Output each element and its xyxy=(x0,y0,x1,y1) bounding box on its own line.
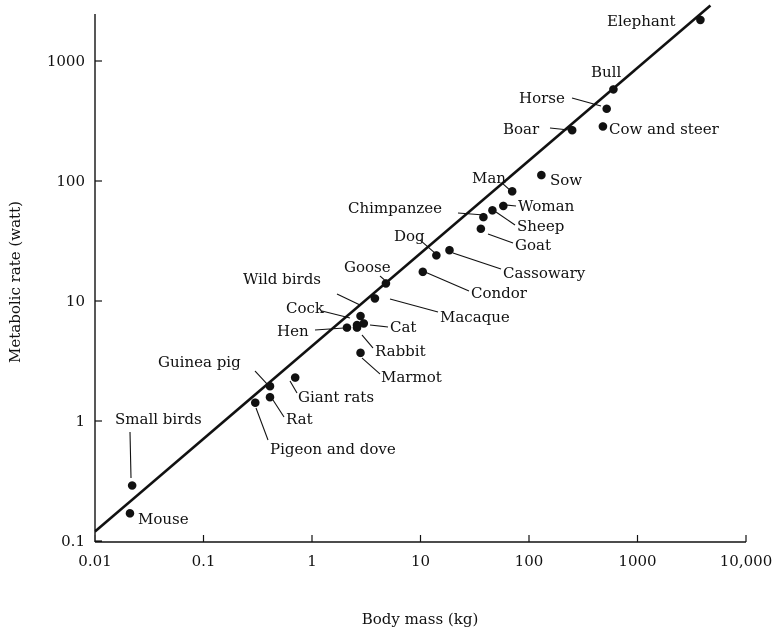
tick-marks xyxy=(94,60,747,542)
data-points xyxy=(125,15,705,518)
data-point xyxy=(125,509,135,518)
leader-line xyxy=(314,327,345,331)
data-point xyxy=(356,348,365,358)
x-tick-label: 100 xyxy=(515,552,544,570)
x-axis-title: Body mass (kg) xyxy=(362,610,479,628)
leader-line xyxy=(321,310,351,319)
leader-line xyxy=(369,324,389,328)
y-axis-title: Metabolic rate (watt) xyxy=(6,201,24,363)
data-point xyxy=(381,279,391,288)
y-tick-label: 1000 xyxy=(47,52,85,70)
y-tick-label: 100 xyxy=(56,172,85,190)
point-label: Goose xyxy=(344,258,391,276)
point-label: Mouse xyxy=(138,510,189,528)
leader-line xyxy=(361,334,374,349)
point-label: Hen xyxy=(277,322,309,340)
data-point xyxy=(445,245,454,255)
x-tick-label: 10,000 xyxy=(720,552,773,570)
x-tick-label: 0.1 xyxy=(192,552,216,570)
data-point xyxy=(265,381,275,391)
data-point xyxy=(127,481,137,490)
data-point xyxy=(265,392,275,402)
point-label: Cow and steer xyxy=(609,120,720,138)
leader-line xyxy=(129,431,132,479)
leader-line xyxy=(452,252,502,270)
data-point xyxy=(567,125,577,135)
point-label: Rat xyxy=(286,410,313,428)
point-label: Condor xyxy=(471,284,528,302)
point-label: Horse xyxy=(519,89,565,107)
point-label: Cock xyxy=(286,299,325,317)
tick-labels: 0.01 0.1 1 10 100 1000 10,000 0.1 1 10 100 1000 xyxy=(47,52,772,570)
point-label: Chimpanzee xyxy=(348,199,442,217)
x-tick-label: 10 xyxy=(411,552,430,570)
point-label: Guinea pig xyxy=(158,353,241,371)
data-point xyxy=(479,212,488,222)
point-label: Man xyxy=(472,169,506,187)
point-label: Marmot xyxy=(381,368,442,386)
y-tick-label: 0.1 xyxy=(61,532,85,550)
leader-line xyxy=(272,399,285,418)
data-point xyxy=(250,398,260,408)
x-tick-label: 1000 xyxy=(618,552,656,570)
point-label: Macaque xyxy=(440,308,510,326)
axes xyxy=(94,14,746,543)
point-label: Goat xyxy=(515,236,551,254)
x-tick-label: 1 xyxy=(307,552,317,570)
leader-line xyxy=(495,211,516,226)
point-label: Bull xyxy=(591,63,621,81)
leader-line xyxy=(457,212,485,216)
y-tick-label: 10 xyxy=(66,292,85,310)
point-label: Small birds xyxy=(115,410,202,428)
point-label: Woman xyxy=(518,197,575,215)
point-label: Dog xyxy=(394,227,425,245)
data-point xyxy=(290,373,300,382)
data-point xyxy=(352,323,362,332)
data-point xyxy=(602,104,611,114)
point-label: Sheep xyxy=(517,217,564,235)
data-point xyxy=(537,170,546,180)
point-label: Boar xyxy=(503,120,540,138)
leader-line xyxy=(487,233,514,244)
point-label: Wild birds xyxy=(243,270,321,288)
leader-line xyxy=(419,239,437,255)
leader-line xyxy=(336,293,361,306)
data-point xyxy=(432,251,441,260)
data-point xyxy=(598,122,608,131)
y-tick-label: 1 xyxy=(75,412,85,430)
leader-line xyxy=(505,204,517,207)
leader-line xyxy=(289,380,298,394)
point-label: Giant rats xyxy=(298,388,374,406)
data-point xyxy=(359,319,369,328)
point-labels: Mouse Small birds Pigeon and dove Rat Guinea… xyxy=(115,12,720,528)
data-point xyxy=(476,224,486,234)
point-label: Sow xyxy=(550,171,582,189)
leader-lines xyxy=(129,97,602,479)
leader-line xyxy=(571,97,602,107)
point-label: Rabbit xyxy=(375,342,426,360)
fit-line-group xyxy=(94,4,712,533)
leader-line xyxy=(549,127,570,131)
data-point xyxy=(609,85,618,94)
leader-line xyxy=(361,357,381,375)
data-point xyxy=(507,187,517,196)
x-tick-label: 0.01 xyxy=(78,552,111,570)
data-point xyxy=(356,311,365,321)
data-point xyxy=(488,205,497,215)
point-label: Cassowary xyxy=(503,264,586,282)
point-label: Pigeon and dove xyxy=(270,440,396,458)
fit-line xyxy=(94,4,712,533)
leader-line xyxy=(424,271,470,292)
leader-line xyxy=(255,407,269,441)
data-point xyxy=(370,294,380,303)
data-point xyxy=(418,267,428,277)
point-label: Elephant xyxy=(607,12,676,30)
leader-line xyxy=(254,370,269,386)
data-point xyxy=(499,201,508,211)
data-point xyxy=(696,15,705,25)
data-point xyxy=(342,323,352,332)
point-label: Cat xyxy=(390,318,416,336)
leader-line xyxy=(389,298,439,313)
